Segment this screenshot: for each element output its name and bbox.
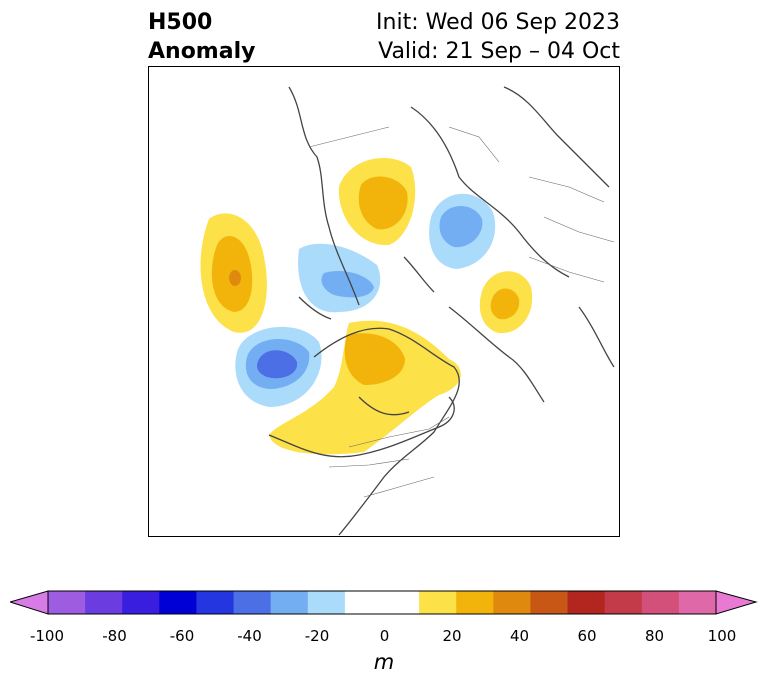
title-variable: H500 [148,10,213,35]
anomaly-pos-north-pacific [200,213,267,333]
colorbar-tick-label: 20 [442,627,462,645]
colorbar-tick-label: 100 [707,627,737,645]
colorbar-tick-label: -60 [169,627,195,645]
colorbar-cell [233,591,272,614]
colorbar-tick-label: 60 [577,627,597,645]
coastlines [268,86,615,536]
map-title: H500 Anomaly [148,8,255,66]
title-field: Anomaly [148,39,256,64]
anomaly-neg-alaska [235,326,322,407]
colorbar-tick-label: -80 [102,627,127,645]
colorbar-tick-label: 40 [509,627,530,645]
colorbar-cell [530,591,569,614]
map-panel [148,66,620,537]
colorbar-cell [48,591,86,614]
colorbar-cell [678,591,717,614]
colorbar-tick-label: 0 [379,627,390,645]
anomaly-pos-siberia [338,157,416,246]
colorbar-cell [307,591,346,614]
colorbar-cell [270,591,309,614]
colorbar-tick-label: 80 [644,627,665,645]
colorbar-unit-label: m [373,650,395,674]
political-borders [308,126,615,498]
anomaly-neg-scandinavia [429,193,496,269]
colorbar-cell [122,591,160,614]
colorbar-cell [159,591,197,614]
map-dates: Init: Wed 06 Sep 2023 Valid: 21 Sep – 04… [376,8,620,66]
colorbar [10,590,758,615]
colorbar-cell [196,591,235,614]
colorbar-max-extension [715,590,758,615]
anomaly-neg-bering [298,243,381,313]
anomaly-pos-europe [479,271,533,334]
colorbar-tick-label: -100 [29,627,65,645]
colorbar-tick-label: -40 [237,627,262,645]
colorbar-cell [604,591,643,614]
colorbar-cell [641,591,680,614]
colorbar-tick-label: -20 [304,627,330,645]
valid-range: Valid: 21 Sep – 04 Oct [378,39,620,64]
anomaly-map [200,86,615,536]
colorbar-cell [382,591,420,614]
colorbar-cell [493,591,531,614]
colorbar-cell [344,591,383,614]
colorbar-cell [85,591,123,614]
init-date: Init: Wed 06 Sep 2023 [376,10,620,35]
anomaly-pos-canada [269,320,461,455]
colorbar-cell [456,591,494,614]
colorbar-cell [419,591,457,614]
colorbar-cell [567,591,606,614]
colorbar-outline [47,590,717,615]
colorbar-min-extension [10,590,49,615]
